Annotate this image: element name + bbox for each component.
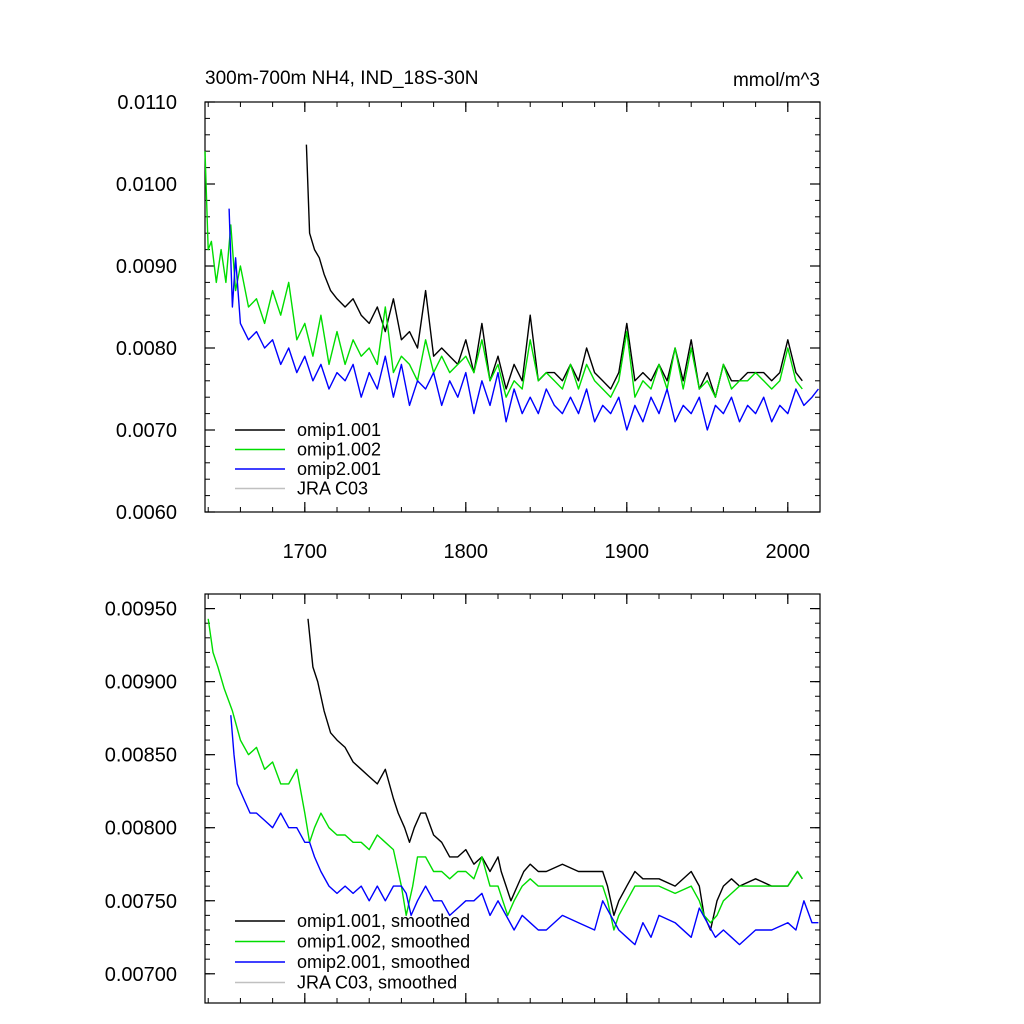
x-tick-label: 1700 xyxy=(283,541,328,563)
x-tick-label: 2000 xyxy=(766,541,811,563)
y-tick-label: 0.0090 xyxy=(116,256,177,278)
top-chart-title: 300m-700m NH4, IND_18S-30N xyxy=(205,68,479,89)
legend-label: JRA C03 xyxy=(297,479,368,499)
y-tick-label: 0.0110 xyxy=(117,92,177,114)
y-tick-label: 0.0100 xyxy=(116,174,177,196)
legend-label: omip1.001 xyxy=(297,420,381,440)
series-line-omip1-001-smoothed xyxy=(307,618,803,931)
series-line-omip1-001 xyxy=(305,144,803,398)
series-line-omip1-002-smoothed xyxy=(207,618,803,931)
legend-label: omip1.002, smoothed xyxy=(297,932,470,952)
x-tick-label: 1900 xyxy=(605,541,650,563)
series-line-omip2-001 xyxy=(228,208,819,431)
y-tick-label: 0.00900 xyxy=(105,672,177,694)
legend-label: omip1.001, smoothed xyxy=(297,911,470,931)
top-chart-units: mmol/m^3 xyxy=(733,70,820,91)
bottom-chart-panel: 0.00700 0.00750 0.00800 0.00850 0.00900 0.009… xyxy=(105,593,821,1004)
series-line-omip1-002 xyxy=(204,151,803,398)
y-tick-label: 0.0060 xyxy=(116,502,177,524)
legend-label: omip1.002 xyxy=(297,440,381,460)
plot-frame xyxy=(204,101,821,513)
y-tick-label: 0.0080 xyxy=(116,338,177,360)
y-tick-label: 0.00950 xyxy=(105,599,177,621)
series-line-omip2-001-smoothed xyxy=(230,715,819,946)
y-tick-label: 0.00850 xyxy=(105,745,177,767)
y-tick-label: 0.00700 xyxy=(105,964,177,986)
top-chart-panel: 0.0060 0.0070 0.0080 0.0090 0.0100 0.0110 1700… xyxy=(116,92,821,563)
y-tick-label: 0.0070 xyxy=(116,420,177,442)
legend-label: JRA C03, smoothed xyxy=(297,973,457,993)
y-tick-label: 0.00750 xyxy=(105,891,177,913)
legend-label: omip2.001 xyxy=(297,459,381,479)
y-tick-label: 0.00800 xyxy=(105,818,177,840)
legend-label: omip2.001, smoothed xyxy=(297,952,470,972)
x-tick-label: 1800 xyxy=(444,541,489,563)
